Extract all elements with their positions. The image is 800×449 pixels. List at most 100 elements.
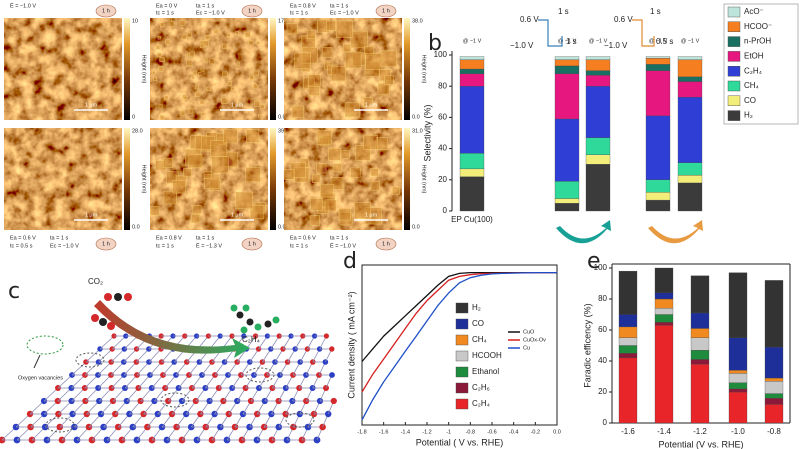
vacancy (245, 367, 275, 383)
atom (329, 346, 335, 352)
grain (162, 157, 174, 168)
legend-swatch (455, 302, 469, 314)
grain (153, 76, 158, 81)
x-tick-label: -1.4 (657, 427, 671, 436)
bond (99, 335, 115, 350)
grain (168, 17, 173, 22)
bar-segment (645, 199, 671, 212)
bond (111, 374, 125, 389)
legend-swatch (455, 382, 469, 394)
bar-segment (554, 56, 580, 60)
vacancy (45, 417, 75, 433)
plot-frame (361, 264, 558, 426)
badge (241, 4, 263, 18)
legend-swatch (727, 80, 741, 92)
waveform-label: ta = 1 s (50, 235, 68, 241)
bar-segment (677, 174, 703, 184)
bar-segment (618, 314, 638, 328)
waveform-label: tc = 1 s (156, 243, 174, 249)
grain (316, 130, 332, 146)
legend-label: AcO⁻ (744, 7, 764, 16)
y-tick-label: 100 (594, 263, 608, 272)
cycle-arrow (648, 220, 703, 244)
bar-segment (459, 86, 485, 154)
colorbar (270, 128, 276, 230)
bar-segment (645, 179, 671, 193)
grain (194, 85, 199, 90)
x-tick-label: -1 (446, 429, 451, 435)
bar-segment (764, 393, 784, 399)
bar-segment (645, 70, 671, 116)
molecule-atom (230, 304, 238, 312)
bar-segment (459, 176, 485, 212)
atom (316, 346, 323, 352)
y-axis-title: Selectivity (%) (422, 104, 432, 161)
atom (217, 333, 223, 339)
legend-label: Ethanol (472, 367, 499, 376)
colorbar-label: 28.0 (132, 128, 143, 134)
bar-segment (764, 404, 784, 424)
bar-segment (618, 326, 638, 338)
grain (191, 76, 195, 80)
grain (213, 29, 219, 34)
bar-segment (645, 64, 671, 71)
grain (256, 41, 260, 45)
bond (111, 335, 127, 350)
grain (253, 70, 259, 77)
bar-segment (618, 337, 638, 346)
legend-label: CH₄ (472, 335, 487, 344)
grain (163, 190, 177, 205)
bar-label: @ −1 V (681, 38, 700, 44)
bar-segment (645, 192, 671, 201)
grain (249, 204, 265, 220)
pulse-label: 1 s (650, 7, 661, 16)
colorbar-label: 0 (132, 114, 135, 120)
waveform-label: tc = 1 s (290, 243, 308, 249)
grain (203, 171, 212, 179)
grain (159, 114, 165, 120)
grain (222, 43, 228, 50)
waveform-label: tc = 1 s (290, 10, 308, 16)
grain (245, 129, 260, 143)
grain (332, 163, 342, 173)
molecule-atom (107, 322, 115, 330)
afm-image (4, 18, 122, 120)
colorbar-label: 0.0 (278, 224, 286, 230)
bar-segment (677, 56, 703, 60)
waveform-label: Ē = −1.0 V (10, 2, 36, 9)
grain (179, 110, 186, 117)
pulse-label: 0.5 s (656, 37, 673, 46)
arrow-line (33, 354, 41, 369)
badge-text: 1 h (382, 8, 390, 14)
grain (186, 60, 193, 67)
vacancy-label: Oxygen vacancies (18, 375, 63, 381)
bond (258, 335, 268, 350)
bar-segment (728, 382, 748, 390)
y-tick-label: 40 (438, 144, 447, 153)
colorbar-title: Height (nm) (421, 165, 427, 194)
bar-segment (645, 115, 671, 180)
molecule-atom (264, 320, 272, 328)
bond (85, 387, 99, 402)
grain (223, 128, 238, 144)
colorbar-label: 38.0 (412, 18, 423, 24)
bar-segment (554, 65, 580, 74)
bond (148, 348, 162, 363)
grain (183, 95, 188, 100)
waveform-label: ta = 1 s (330, 235, 348, 241)
bar-segment (677, 59, 703, 77)
waveform-label: Ea = 0.6 V (290, 235, 316, 241)
grain (168, 21, 175, 27)
bar-segment (654, 308, 674, 315)
bar-segment (585, 154, 611, 165)
waveform-label: Ec = −1.0 V (50, 243, 79, 249)
colorbar-label: 0.0 (132, 224, 140, 230)
bond (175, 361, 188, 376)
waveform-label: Ec = −1.0 V (196, 10, 225, 16)
bar-segment (690, 328, 710, 338)
bar-label: @ −1 V (558, 38, 577, 44)
y-tick-label: 80 (438, 81, 447, 90)
grain (237, 102, 242, 107)
panel-label: d (343, 249, 357, 274)
